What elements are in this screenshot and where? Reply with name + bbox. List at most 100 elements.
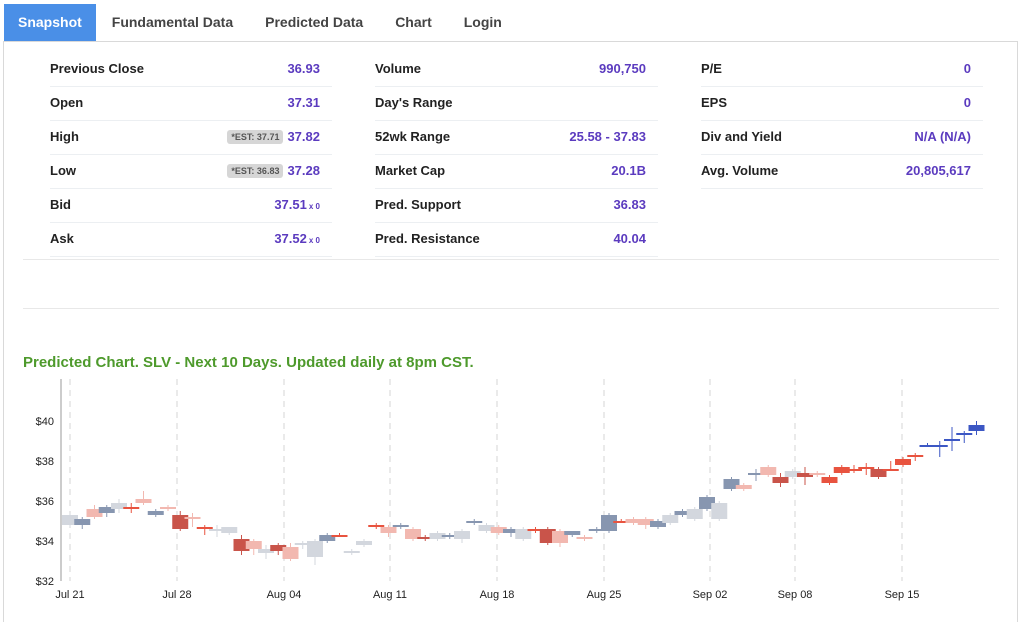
stat-row: Low *EST: 36.83 37.28 [50, 155, 332, 189]
x-tick-label: Aug 18 [480, 589, 515, 601]
candle-body [135, 499, 152, 503]
stat-row: EPS 0 [701, 87, 983, 121]
candle-body [882, 469, 899, 471]
stat-value: 0 [963, 61, 971, 76]
candle-body [760, 467, 777, 475]
candle-body [870, 469, 887, 477]
stat-row: High *EST: 37.71 37.82 [50, 121, 332, 155]
stat-value-group: 37.51 x 0 [274, 197, 320, 212]
candle-body [490, 527, 507, 533]
stat-value: 36.83 [613, 197, 646, 212]
candle-body [123, 507, 140, 509]
candle-body [564, 531, 581, 535]
candlestick-chart[interactable]: $32 $34 $36 $38 $40 Jul 21 Jul 28 Aug 04 Aug 11 A… [0, 375, 1010, 613]
candle-body [662, 515, 679, 523]
candle-body [282, 547, 299, 559]
candle-body [699, 497, 715, 509]
stats-column-2: Volume 990,750 Day's Range 52wk Range 25.58 … [375, 53, 658, 257]
stat-value: 37.31 [287, 95, 320, 110]
candle-body [503, 529, 519, 533]
stat-row: Pred. Support 36.83 [375, 189, 658, 223]
stat-label: Pred. Support [375, 197, 461, 212]
stat-row: Bid 37.51 x 0 [50, 189, 332, 223]
candle-body [552, 531, 568, 543]
estimate-badge: *EST: 37.71 [227, 130, 284, 144]
candle-body [711, 503, 728, 519]
candle-body [319, 535, 336, 541]
stat-value: 20,805,617 [905, 163, 971, 178]
candle-body [417, 537, 434, 539]
candle-body [846, 469, 862, 471]
candle-body [735, 485, 752, 489]
stat-row: 52wk Range 25.58 - 37.83 [375, 121, 658, 155]
x-tick-label: Aug 04 [267, 589, 302, 601]
candle-body [429, 533, 446, 539]
candle-body [270, 545, 287, 551]
tab-bar: Snapshot Fundamental Data Predicted Data Ch… [4, 4, 518, 41]
y-tick-label: $38 [36, 456, 54, 468]
candle-body [956, 433, 973, 435]
content-panel [3, 41, 1018, 622]
candle-body [478, 525, 495, 531]
candle-body [331, 535, 348, 537]
candle-body [466, 521, 483, 523]
stat-label: Open [50, 95, 84, 110]
candle-body [797, 473, 813, 477]
candle-body [380, 527, 397, 533]
candle-body [62, 515, 78, 525]
stat-value-group: 37.52 x 0 [274, 231, 320, 246]
stat-label: Previous Close [50, 61, 144, 76]
stat-value-group: 20,805,617 [906, 163, 971, 178]
stat-row: Volume 990,750 [375, 53, 658, 87]
stat-label: Div and Yield [701, 129, 782, 144]
candle-body [650, 521, 666, 527]
stat-value-group: 0 [964, 61, 971, 76]
stat-value-group: 25.58 - 37.83 [569, 129, 646, 144]
stat-label: Market Cap [375, 163, 446, 178]
tab-fundamental-data[interactable]: Fundamental Data [111, 14, 234, 30]
candle-body [515, 529, 532, 539]
stat-value: N/A (N/A) [914, 129, 971, 144]
x-tick-label: Jul 28 [162, 589, 191, 601]
stat-value-group: 40.04 [613, 231, 646, 246]
candle-body [723, 479, 740, 489]
candle-body [968, 425, 985, 431]
stat-row: Open 37.31 [50, 87, 332, 121]
candle-body [111, 503, 127, 509]
candle-body [895, 459, 911, 465]
x-tick-label: Sep 15 [885, 589, 920, 601]
candle-body [907, 455, 924, 457]
candle-body [209, 529, 225, 531]
candle-body [233, 539, 250, 551]
candle-body [833, 467, 850, 473]
stat-value: 20.1B [611, 163, 646, 178]
x-tick-label: Jul 21 [55, 589, 84, 601]
stat-label: High [50, 129, 79, 144]
stat-row: Day's Range [375, 87, 658, 121]
stat-value-group: 0 [964, 95, 971, 110]
stat-label: Avg. Volume [701, 163, 779, 178]
stat-value-group: *EST: 36.83 37.28 [227, 163, 320, 178]
tab-login[interactable]: Login [463, 14, 502, 30]
candle-body [86, 509, 103, 517]
candle-body [576, 537, 593, 539]
tab-chart[interactable]: Chart [395, 14, 432, 30]
candle-body [74, 519, 91, 525]
candle-body [784, 471, 801, 477]
stat-value: 0 [963, 95, 971, 110]
stat-suffix: x 0 [308, 236, 320, 245]
tab-snapshot[interactable]: Snapshot [4, 4, 96, 41]
candle-body [356, 541, 372, 545]
candle-body [821, 477, 838, 483]
stat-label: Volume [375, 61, 421, 76]
stats-column-1: Previous Close 36.93 Open 37.31 High *EST: 37… [50, 53, 332, 257]
tab-predicted-data[interactable]: Predicted Data [265, 14, 364, 30]
stat-row: Avg. Volume 20,805,617 [701, 155, 983, 189]
estimate-badge: *EST: 36.83 [227, 164, 284, 178]
stat-value-group: 37.31 [287, 95, 320, 110]
stat-value-group: 36.93 [287, 61, 320, 76]
stat-value-group: 990,750 [599, 61, 646, 76]
candle-body [931, 445, 948, 447]
candle-body [919, 445, 936, 447]
candle-body [625, 519, 642, 523]
